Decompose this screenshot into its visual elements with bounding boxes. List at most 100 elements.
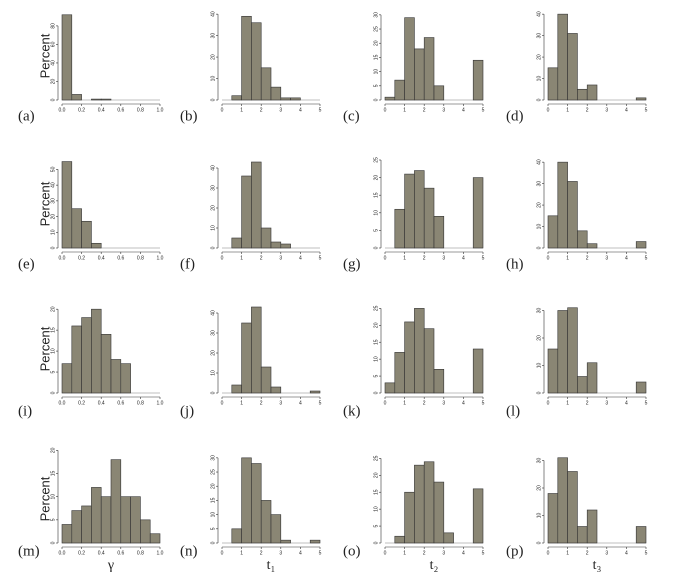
- bar: [635, 381, 647, 394]
- bar: [635, 241, 647, 249]
- y-tick-label: 5: [373, 229, 379, 232]
- panel-label: (m): [18, 543, 40, 559]
- x-tick-label: 4: [299, 550, 302, 556]
- bar: [241, 175, 252, 249]
- bar: [81, 317, 92, 394]
- bar: [251, 161, 262, 249]
- x-tick-label: 0: [384, 255, 387, 261]
- y-axis-label: Percent: [37, 33, 52, 78]
- y-tick-label: 10: [210, 76, 216, 82]
- bar: [547, 67, 559, 101]
- bar: [433, 369, 445, 394]
- bar: [241, 457, 252, 544]
- x-tick-label: 0: [221, 400, 224, 406]
- x-tick-label: 5: [319, 255, 322, 261]
- bar: [443, 532, 454, 544]
- x-tick-label: 0.8: [137, 400, 144, 406]
- y-tick-label: 0: [536, 391, 542, 394]
- x-tick-label: 0.0: [59, 550, 66, 556]
- panel-label: (h): [506, 256, 524, 272]
- bar: [100, 98, 112, 101]
- x-tick-label: 0.0: [59, 107, 66, 113]
- x-tick-label: 2: [423, 400, 426, 406]
- y-tick-label: 20: [50, 447, 56, 453]
- x-tick-label: 1: [403, 550, 406, 556]
- x-tick-label: 0: [547, 550, 550, 556]
- x-tick-label: 0.6: [117, 255, 124, 261]
- y-tick-label: 15: [50, 471, 56, 477]
- x-tick-label: 5: [482, 255, 485, 261]
- x-axis-label: t₁: [267, 558, 276, 573]
- x-tick-label: 0.0: [59, 255, 66, 261]
- y-tick-label: 20: [50, 306, 56, 312]
- bar: [270, 386, 282, 394]
- bar: [547, 348, 559, 394]
- bar: [404, 17, 415, 101]
- x-tick-label: 0.8: [137, 255, 144, 261]
- y-tick-label: 0: [50, 98, 56, 101]
- bar: [404, 173, 415, 249]
- x-tick-label: 0.8: [137, 550, 144, 556]
- y-tick-label: 30: [373, 12, 379, 18]
- y-tick-label: 15: [373, 339, 379, 345]
- bar: [384, 96, 396, 101]
- y-tick-label: 30: [536, 308, 542, 314]
- y-tick-label: 0: [373, 98, 379, 101]
- bar: [280, 97, 291, 101]
- bar: [61, 161, 73, 249]
- x-tick-label: 1.0: [157, 107, 164, 113]
- y-tick-label: 30: [210, 33, 216, 39]
- x-tick-label: 4: [462, 400, 465, 406]
- x-tick-label: 5: [645, 255, 648, 261]
- x-tick-label: 5: [319, 107, 322, 113]
- bar: [251, 306, 262, 394]
- bar: [635, 97, 647, 101]
- bar: [423, 461, 435, 544]
- y-axis-label: Percent: [37, 476, 52, 521]
- x-tick-label: 1.0: [157, 255, 164, 261]
- x-tick-label: 1: [566, 400, 569, 406]
- bar: [472, 348, 484, 394]
- x-tick-label: 0: [547, 255, 550, 261]
- y-tick-label: 0: [536, 246, 542, 249]
- x-tick-label: 1: [403, 255, 406, 261]
- x-tick-label: 0.4: [98, 400, 105, 406]
- x-tick-label: 0.6: [117, 400, 124, 406]
- bar: [91, 308, 102, 394]
- x-tick-label: 2: [260, 107, 263, 113]
- y-tick-label: 10: [210, 370, 216, 376]
- x-tick-label: 5: [482, 107, 485, 113]
- bar: [384, 382, 396, 394]
- x-tick-label: 4: [462, 550, 465, 556]
- x-tick-label: 2: [423, 255, 426, 261]
- bar: [81, 505, 92, 544]
- x-tick-label: 1: [403, 400, 406, 406]
- bar: [81, 220, 92, 249]
- x-tick-label: 4: [625, 255, 628, 261]
- x-tick-label: 4: [462, 255, 465, 261]
- x-tick-label: 2: [586, 255, 589, 261]
- bar: [91, 487, 102, 544]
- y-tick-label: 30: [536, 458, 542, 464]
- x-tick-label: 0: [547, 400, 550, 406]
- x-tick-label: 5: [482, 400, 485, 406]
- bar: [120, 496, 131, 544]
- bar: [280, 243, 291, 249]
- y-tick-label: 40: [50, 182, 56, 188]
- y-tick-label: 30: [536, 33, 542, 39]
- bar: [423, 187, 435, 249]
- x-tick-label: 2: [586, 400, 589, 406]
- y-tick-label: 25: [373, 305, 379, 311]
- x-tick-label: 1.0: [157, 400, 164, 406]
- bar: [270, 86, 282, 101]
- bar: [130, 496, 141, 544]
- bar: [110, 359, 122, 394]
- bar: [394, 352, 405, 394]
- x-tick-label: 1: [403, 107, 406, 113]
- bar: [472, 488, 484, 544]
- bar: [91, 242, 102, 249]
- y-tick-label: 5: [373, 84, 379, 87]
- x-tick-label: 1: [240, 550, 243, 556]
- y-tick-label: 20: [536, 202, 542, 208]
